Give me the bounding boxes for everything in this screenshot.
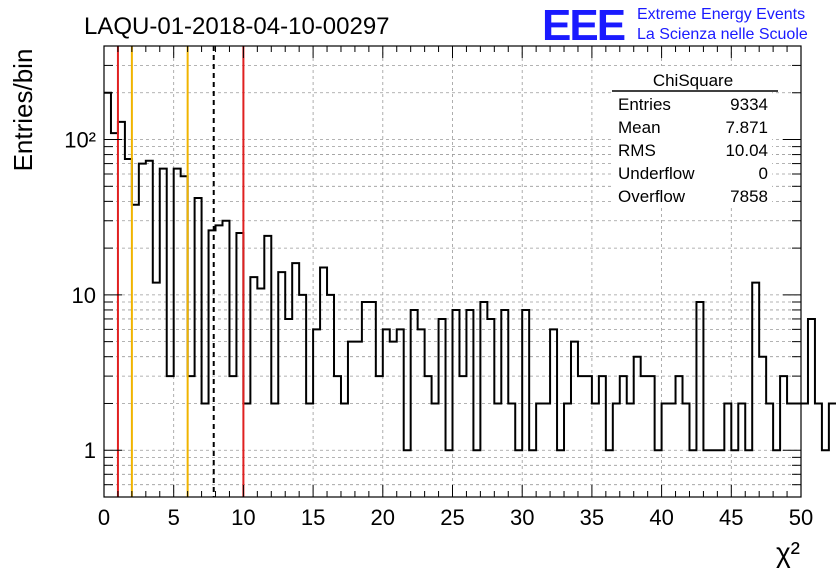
- x-tick-label: 20: [371, 505, 395, 530]
- stats-value-overflow: 7858: [730, 187, 768, 206]
- x-axis-label: χ²: [776, 537, 800, 568]
- x-tick-label: 50: [789, 505, 813, 530]
- stats-value-rms: 10.04: [725, 141, 768, 160]
- stats-label-rms: RMS: [618, 141, 656, 160]
- chart-title: LAQU-01-2018-04-10-00297: [84, 13, 390, 40]
- stats-value-mean: 7.871: [725, 118, 768, 137]
- stats-label-entries: Entries: [618, 95, 671, 114]
- x-tick-label: 35: [580, 505, 604, 530]
- eee-logo: EEE Extreme Energy Events La Scienza nel…: [542, 1, 808, 50]
- x-tick-label: 45: [719, 505, 743, 530]
- x-tick-label: 40: [649, 505, 673, 530]
- stats-value-underflow: 0: [759, 164, 768, 183]
- eee-logo-line2: La Scienza nelle Scuole: [637, 26, 808, 43]
- eee-logo-line1: Extreme Energy Events: [637, 6, 805, 23]
- stats-box: ChiSquare Entries 9334 Mean 7.871 RMS 10…: [612, 66, 778, 206]
- stats-label-underflow: Underflow: [618, 164, 695, 183]
- x-tick-label: 25: [440, 505, 464, 530]
- stats-label-overflow: Overflow: [618, 187, 686, 206]
- y-tick-label: 1: [84, 438, 96, 463]
- x-tick-label: 0: [98, 505, 110, 530]
- stats-box-name: ChiSquare: [653, 71, 733, 90]
- x-tick-label: 5: [168, 505, 180, 530]
- axis-ticks: 0 5 10 15 20 25 30 35 40 45 50 1 10 10²: [64, 45, 813, 530]
- histogram-bins: [104, 91, 836, 452]
- stats-label-mean: Mean: [618, 118, 661, 137]
- y-tick-label: 10²: [64, 128, 96, 153]
- y-axis-label: Entries/bin: [8, 49, 38, 172]
- x-tick-label: 15: [301, 505, 325, 530]
- stats-value-entries: 9334: [730, 95, 768, 114]
- histogram-outline: [104, 91, 836, 452]
- eee-logo-mark: EEE: [542, 1, 625, 50]
- reference-lines: [116, 46, 245, 497]
- x-tick-label: 30: [510, 505, 534, 530]
- y-tick-label: 10: [72, 283, 96, 308]
- x-tick-label: 10: [231, 505, 255, 530]
